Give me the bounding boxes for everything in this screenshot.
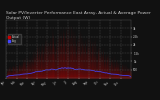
Text: Solar PV/Inverter Performance East Array, Actual & Average Power Output (W): Solar PV/Inverter Performance East Array… [6,11,151,20]
Legend: Actual, Avg: Actual, Avg [8,34,21,44]
